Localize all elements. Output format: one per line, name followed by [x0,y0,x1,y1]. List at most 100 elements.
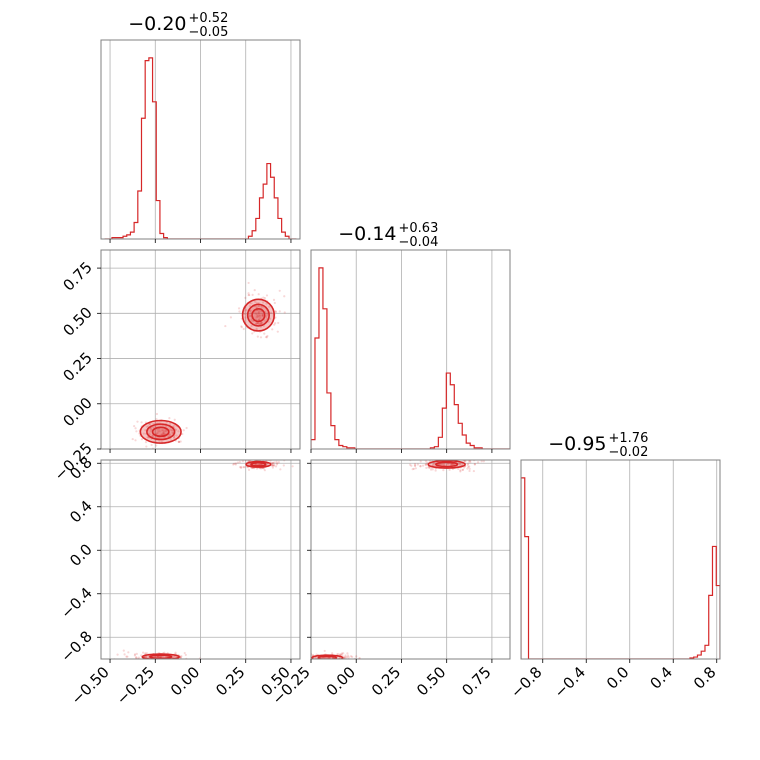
scatter-point-2-0-0-37 [126,655,129,658]
xtick-label-param-0-1: −0.25 [113,663,158,708]
scatter-point-1-0-0-149 [162,432,165,435]
scatter-point-1-0-1-40 [256,335,259,338]
scatter-point-1-0-0-86 [171,431,174,434]
scatter-point-1-0-0-36 [135,430,138,433]
scatter-point-1-0-1-13 [256,322,259,325]
title-param-2: −0.95 [548,433,606,455]
scatter-point-2-0-0-64 [186,660,188,662]
scatter-point-1-0-1-4 [261,314,264,317]
scatter-point-2-1-0-32 [322,656,325,659]
scatter-point-2-1-1-47 [449,463,452,466]
scatter-point-2-0-0-94 [183,651,186,655]
scatter-point-1-0-1-84 [229,316,233,319]
scatter-point-1-0-0-137 [175,434,178,437]
scatter-point-1-0-1-83 [251,293,254,296]
scatter-point-1-0-0-15 [173,436,176,440]
scatter-point-2-0-1-156 [240,465,243,469]
density-fill-1-0-0-0 [152,427,169,437]
scatter-point-2-1-0-124 [344,654,347,657]
scatter-point-1-0-1-35 [260,321,263,324]
scatter-point-2-1-0-142 [340,652,344,655]
scatter-point-1-0-1-62 [273,323,276,326]
scatter-point-2-0-1-19 [271,464,274,467]
xtick-label-param-2-1: −0.4 [551,663,589,701]
scatter-point-2-0-1-118 [234,462,237,465]
scatter-point-2-0-0-123 [123,653,126,656]
histogram-0 [104,57,297,239]
scatter-point-1-0-1-38 [257,312,260,315]
scatter-point-1-0-1-152 [263,332,266,335]
xtick-label-param-1-4: 0.75 [458,663,494,699]
scatter-point-2-0-1-2 [233,462,236,465]
scatter-point-1-0-1-136 [251,332,254,335]
scatter-point-2-1-0-121 [348,661,350,663]
scatter-point-1-0-1-77 [276,330,279,333]
scatter-point-2-1-0-52 [297,655,299,657]
scatter-point-2-0-1-85 [282,464,285,467]
scatter-point-2-1-0-101 [340,659,342,661]
scatter-point-1-0-1-43 [254,312,258,315]
scatter-point-2-0-0-60 [156,661,158,663]
scatter-point-1-0-0-116 [149,428,152,431]
scatter-point-1-0-1-102 [247,281,250,285]
scatter-point-2-0-1-29 [272,464,276,467]
scatter-point-1-0-1-44 [240,325,243,328]
scatter-point-1-0-1-143 [258,314,262,317]
scatter-point-2-1-1-6 [425,463,428,466]
scatter-point-2-0-1-58 [291,465,294,468]
scatter-point-2-1-1-14 [419,465,422,468]
scatter-point-1-0-1-148 [259,336,263,339]
scatter-point-1-0-0-111 [140,438,144,441]
contour-1-0-0-0 [151,426,170,438]
contour-2-0-1-0 [250,461,267,467]
scatter-point-2-1-0-33 [324,661,326,663]
scatter-point-1-0-1-124 [249,309,252,312]
scatter-point-1-0-0-151 [157,429,160,433]
scatter-point-1-0-1-154 [278,289,281,292]
scatter-point-2-1-0-153 [332,659,334,661]
scatter-point-1-0-0-120 [162,430,166,433]
contour-1-0-0-1 [146,423,176,441]
scatter-point-1-0-0-26 [160,433,163,436]
scatter-point-1-0-1-56 [261,315,264,318]
scatter-point-2-1-1-102 [442,463,445,466]
scatter-point-1-0-1-71 [249,314,252,318]
scatter-point-2-1-1-69 [409,463,412,466]
scatter-point-2-0-1-56 [247,468,251,471]
scatter-point-2-0-1-86 [273,461,276,464]
scatter-point-2-1-1-15 [466,463,469,467]
title-param-1-plus: +0.63 [399,221,439,236]
scatter-point-2-0-0-63 [145,655,148,658]
scatter-point-1-0-0-38 [144,441,148,444]
scatter-point-1-0-0-159 [133,424,136,428]
density-fill-1-0-1-1 [247,304,270,326]
scatter-point-2-0-1-155 [238,460,241,464]
scatter-point-2-0-0-86 [135,656,138,659]
contour-1-0-0-2 [139,419,182,444]
scatter-point-2-0-0-129 [156,655,159,658]
scatter-point-2-1-1-110 [428,466,431,470]
scatter-point-2-1-1-12 [473,463,477,466]
scatter-point-2-1-0-151 [303,662,305,664]
scatter-point-1-0-0-91 [158,436,161,440]
scatter-point-2-1-1-22 [413,464,417,467]
scatter-point-1-0-1-31 [244,316,247,319]
scatter-point-2-1-0-93 [325,659,327,661]
contour-2-0-0-1 [141,653,180,659]
scatter-point-2-0-0-2 [164,661,166,663]
contour-2-1-0-1 [311,654,344,659]
scatter-point-1-0-0-68 [181,432,184,436]
scatter-point-2-1-0-49 [346,654,350,657]
scatter-point-1-0-0-117 [168,428,172,431]
scatter-point-1-0-0-20 [173,418,176,421]
scatter-point-1-0-1-78 [245,309,248,312]
scatter-point-2-1-1-39 [410,464,413,467]
panel-2-1 [297,459,511,664]
scatter-point-1-0-0-106 [136,420,139,423]
title-param-0: −0.20 [128,13,186,35]
scatter-point-2-1-1-145 [469,461,472,464]
scatter-point-1-0-0-104 [172,435,176,439]
scatter-point-1-0-1-61 [272,298,276,301]
scatter-point-1-0-1-85 [258,322,261,325]
scatter-point-1-0-1-70 [255,305,258,308]
